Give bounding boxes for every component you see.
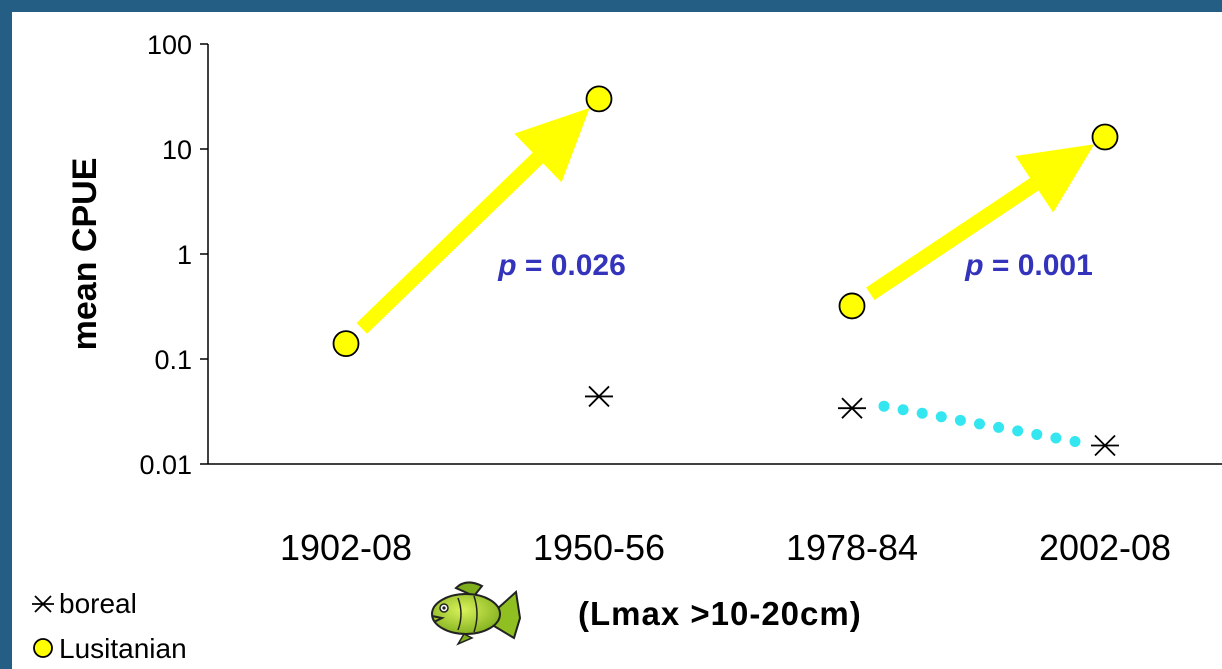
x-category-label: 1978-84 xyxy=(786,527,918,568)
legend-label-lusitanian: Lusitanian xyxy=(59,633,187,664)
p-value-annotation: p = 0.001 xyxy=(964,249,1093,282)
trend-dot xyxy=(878,400,890,412)
x-category-label: 1902-08 xyxy=(280,527,412,568)
x-category-label: 1950-56 xyxy=(533,527,665,568)
trend-dot xyxy=(954,414,966,426)
p-symbol: p xyxy=(964,249,983,282)
circle-marker-icon xyxy=(33,638,53,658)
trend-dot xyxy=(935,411,947,423)
data-point-boreal xyxy=(838,397,866,419)
p-value: = 0.026 xyxy=(517,249,626,282)
cpue-chart: 100 10 1 0.1 0.01 1902-08 1950-56 1978-84 2002-… xyxy=(32,30,1222,664)
data-point-lusitanian xyxy=(838,292,866,320)
slide: 100 10 1 0.1 0.01 1902-08 1950-56 1978-84 2002-… xyxy=(12,12,1222,669)
asterisk-marker-icon xyxy=(32,595,54,613)
y-tick-label: 0.01 xyxy=(139,450,192,480)
y-tick-label: 10 xyxy=(162,135,192,165)
trend-dot xyxy=(916,407,928,419)
p-symbol: p xyxy=(497,249,516,282)
trend-dot xyxy=(1012,425,1024,437)
trend-dot xyxy=(1069,436,1081,448)
y-tick-label: 0.1 xyxy=(154,345,192,375)
legend-item-boreal: boreal xyxy=(32,588,137,619)
fish-icon xyxy=(431,581,522,646)
y-tick-label: 1 xyxy=(177,240,192,270)
legend-label-boreal: boreal xyxy=(59,588,137,619)
p-value-annotation: p = 0.026 xyxy=(497,249,626,282)
y-axis-label: mean CPUE xyxy=(66,158,104,351)
data-point-boreal xyxy=(585,385,613,408)
x-category-label: 2002-08 xyxy=(1039,527,1171,568)
trend-dot xyxy=(897,404,909,416)
trend-arrow xyxy=(866,144,1095,300)
trend-dot xyxy=(1050,432,1062,444)
legend-item-lusitanian: Lusitanian xyxy=(33,633,187,664)
p-value: = 0.001 xyxy=(984,249,1093,282)
data-point-boreal xyxy=(1091,434,1119,457)
trend-dot xyxy=(1031,428,1043,440)
data-point-lusitanian xyxy=(585,85,613,113)
trend-dot xyxy=(974,418,985,430)
chart-subtitle: (Lmax >10-20cm) xyxy=(578,595,862,632)
data-point-lusitanian xyxy=(1091,123,1119,151)
y-tick-label: 100 xyxy=(147,30,192,60)
data-point-lusitanian xyxy=(332,330,360,358)
trend-dot xyxy=(993,421,1005,433)
legend: boreal Lusitanian xyxy=(32,588,187,664)
trend-arrow xyxy=(356,107,590,334)
